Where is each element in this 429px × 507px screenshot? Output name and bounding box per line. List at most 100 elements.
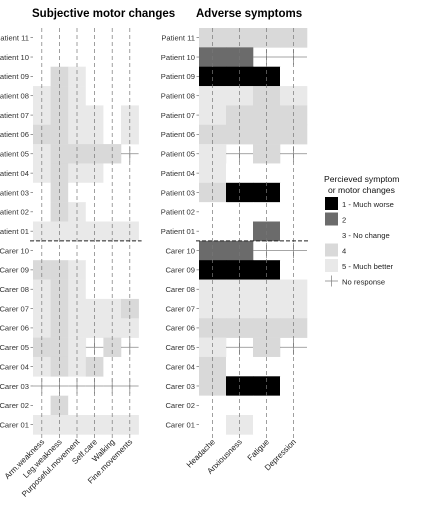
adverse-cell [226, 415, 254, 435]
adverse-cell [199, 144, 227, 164]
legend-swatch [325, 212, 338, 226]
motor-cell [121, 318, 139, 338]
motor-cell [85, 395, 104, 416]
motor-cell [103, 415, 122, 435]
motor-panel-title: Subjective motor changes [32, 8, 175, 20]
motor-cell [85, 144, 104, 164]
motor-cell [33, 260, 51, 280]
motor-cell [103, 260, 122, 280]
motor-y-tick-label: Patient 01 [0, 227, 29, 236]
adverse-cell [199, 163, 227, 184]
motor-y-tick-label: Carer 08 [0, 285, 29, 294]
adverse-y-tick-label: Patient 10 [161, 53, 195, 62]
adverse-cell [199, 260, 227, 280]
adverse-cell [226, 260, 254, 280]
motor-cell [50, 163, 69, 184]
motor-cell [68, 395, 87, 416]
adverse-y-tick-label: Patient 07 [161, 111, 195, 120]
adverse-y-tick-label: Carer 05 [165, 343, 195, 352]
adverse-cell [226, 240, 254, 261]
motor-y-tick-label: Patient 05 [0, 150, 29, 159]
motor-cell [68, 144, 87, 164]
motor-cell [50, 260, 69, 280]
legend-swatch [325, 259, 338, 272]
motor-cell [85, 240, 104, 261]
legend-items: 1 - Much worse 2 3 - No change 4 5 - Much be… [324, 197, 394, 287]
motor-cell [85, 86, 104, 106]
motor-cell [50, 66, 69, 87]
motor-cell [103, 395, 122, 416]
motor-cell [50, 337, 69, 358]
motor-y-tick-label: Patient 10 [0, 53, 29, 62]
motor-cell [103, 66, 122, 87]
adverse-cell [253, 163, 281, 184]
adverse-y-tick-label: Patient 09 [161, 72, 195, 81]
adverse-y-tick-label: Carer 03 [165, 382, 195, 391]
adverse-y-tick-label: Carer 04 [165, 362, 195, 371]
adverse-cell [226, 395, 254, 416]
motor-cell [103, 86, 122, 106]
adverse-x-tick-label: Fatigue [246, 437, 272, 463]
legend-label: No response [342, 278, 385, 287]
adverse-cell [226, 66, 254, 87]
motor-cell [68, 86, 87, 106]
motor-cell [33, 144, 51, 164]
motor-cell [85, 260, 104, 280]
motor-cell [103, 318, 122, 338]
motor-y-tick-label: Carer 01 [0, 420, 29, 429]
adverse-cell [226, 86, 254, 106]
adverse-cell [199, 86, 227, 106]
adverse-y-tick-label: Patient 06 [161, 130, 195, 139]
motor-cell [121, 415, 139, 435]
motor-cell [33, 337, 51, 358]
motor-cell [121, 86, 139, 106]
adverse-y-tick-label: Patient 01 [161, 227, 195, 236]
adverse-y-tick-label: Carer 02 [165, 401, 195, 410]
legend-item: 5 - Much better [325, 259, 394, 272]
legend-title-line1: Percieved symptom [324, 174, 399, 184]
legend-item: 1 - Much worse [325, 197, 394, 210]
adverse-cell [280, 260, 308, 280]
motor-cell [68, 415, 87, 435]
motor-y-tick-label: Carer 10 [0, 246, 29, 255]
legend-swatch [325, 197, 338, 210]
adverse-cell [199, 66, 227, 87]
motor-cell [50, 318, 69, 338]
motor-y-tick-label: Carer 09 [0, 266, 29, 275]
motor-cell [103, 240, 122, 261]
adverse-y-tick-label: Patient 02 [161, 208, 195, 217]
motor-cell [85, 415, 104, 435]
motor-cell [103, 337, 122, 358]
adverse-cell [253, 144, 281, 164]
motor-cell [50, 144, 69, 164]
motor-cell [33, 395, 51, 416]
adverse-cell [199, 337, 227, 358]
legend-item: 3 - No change [324, 227, 390, 242]
motor-cell [68, 240, 87, 261]
legend-label: 3 - No change [342, 231, 390, 240]
motor-cell [50, 240, 69, 261]
motor-cell [85, 66, 104, 87]
motor-y-tick-label: Carer 05 [0, 343, 29, 352]
adverse-cell [280, 395, 308, 416]
motor-cell [33, 318, 51, 338]
adverse-cell [226, 163, 254, 184]
adverse-y-tick-label: Carer 06 [165, 324, 195, 333]
motor-cell [103, 144, 122, 164]
adverse-y-tick-label: Carer 01 [165, 420, 195, 429]
motor-cell [121, 395, 139, 416]
motor-cell [33, 163, 51, 184]
motor-cell [33, 66, 51, 87]
legend-item: 2 [325, 212, 346, 226]
motor-cell [68, 337, 87, 358]
adverse-cell [199, 395, 227, 416]
legend-swatch [324, 227, 339, 242]
adverse-y-tick-label: Patient 08 [161, 92, 195, 101]
adverse-cell [226, 318, 254, 338]
adverse-cell [253, 337, 281, 358]
legend-item: 4 [325, 243, 346, 257]
motor-y-tick-label: Carer 07 [0, 304, 29, 313]
adverse-y-tick-label: Carer 07 [165, 304, 195, 313]
motor-y-tick-label: Carer 03 [0, 382, 29, 391]
legend-label: 4 [342, 247, 346, 256]
